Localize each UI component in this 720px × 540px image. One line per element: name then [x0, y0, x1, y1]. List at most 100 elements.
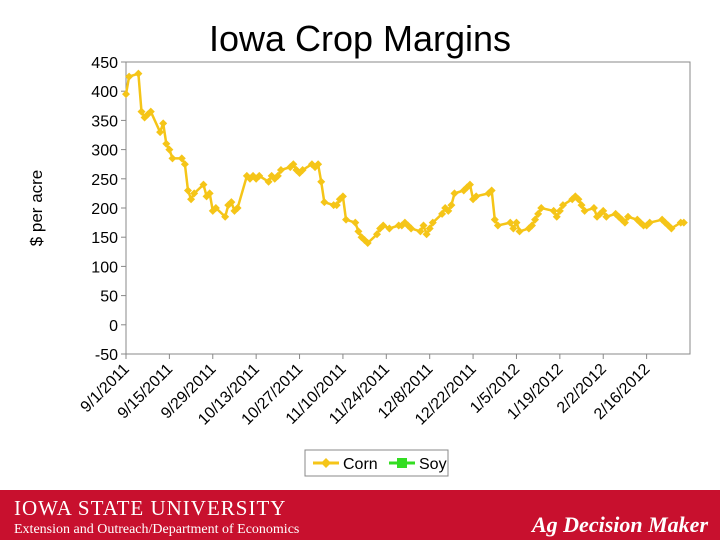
data-point — [438, 209, 447, 218]
data-point — [447, 201, 456, 210]
data-point — [168, 154, 177, 163]
data-point — [515, 227, 524, 236]
chart-series — [122, 69, 688, 248]
data-point — [512, 218, 521, 227]
data-point — [645, 218, 654, 227]
chart-legend: Corn Soy — [304, 449, 449, 477]
data-point — [419, 221, 428, 230]
department-name: Extension and Outreach/Department of Eco… — [14, 522, 300, 537]
data-point — [534, 209, 543, 218]
data-point — [558, 201, 567, 210]
data-point — [159, 119, 168, 128]
data-point — [255, 171, 264, 180]
data-point — [320, 198, 329, 207]
data-point — [205, 189, 214, 198]
data-point — [180, 160, 189, 169]
data-point — [298, 166, 307, 175]
y-tick-label: -50 — [95, 347, 118, 364]
university-name: IOWA STATE UNIVERSITY — [14, 496, 287, 520]
footer-banner: IOWA STATE UNIVERSITY Extension and Outr… — [0, 490, 720, 540]
y-tick-label: 0 — [109, 318, 118, 335]
data-point — [487, 186, 496, 195]
chart-axes: -500501001502002503003504004509/1/20119/… — [78, 55, 691, 429]
data-point — [493, 221, 502, 230]
data-point — [187, 195, 196, 204]
data-point — [183, 186, 192, 195]
data-point — [589, 204, 598, 212]
plot-area — [125, 61, 691, 355]
data-point — [332, 201, 341, 210]
data-point — [624, 212, 633, 221]
data-point — [506, 218, 515, 227]
data-point — [537, 204, 546, 212]
data-point — [273, 171, 282, 180]
data-point — [416, 227, 425, 236]
data-point — [338, 192, 347, 201]
chart-title: Iowa Crop Margins — [208, 18, 512, 59]
data-point — [354, 227, 363, 236]
brand-name: Ag Decision Maker — [532, 512, 708, 537]
data-point — [317, 177, 326, 186]
data-point — [227, 198, 236, 207]
data-point — [146, 107, 155, 116]
data-point — [351, 218, 360, 227]
data-point — [199, 180, 208, 189]
legend-marker — [397, 458, 407, 468]
data-point — [264, 177, 273, 186]
data-point — [314, 160, 323, 169]
line-chart: -500501001502002503003504004509/1/20119/… — [27, 55, 691, 477]
y-tick-label: 50 — [100, 289, 118, 306]
data-point — [552, 212, 561, 221]
y-tick-label: 350 — [91, 113, 118, 130]
data-point — [620, 218, 629, 227]
y-tick-label: 450 — [91, 55, 118, 72]
data-point — [156, 128, 165, 137]
data-point — [490, 215, 499, 224]
data-point — [555, 206, 564, 215]
data-point — [425, 224, 434, 233]
data-point — [211, 204, 220, 212]
data-point — [509, 224, 518, 233]
data-point — [162, 139, 171, 148]
data-point — [122, 90, 130, 99]
data-point — [422, 230, 431, 239]
data-point — [472, 192, 481, 201]
y-tick-label: 100 — [91, 259, 118, 276]
data-point — [289, 160, 298, 169]
data-point — [531, 215, 540, 224]
y-tick-label: 300 — [91, 143, 118, 160]
data-point — [444, 206, 453, 215]
data-point — [549, 206, 558, 215]
data-point — [602, 212, 611, 221]
data-point — [599, 206, 608, 215]
y-tick-label: 250 — [91, 172, 118, 189]
legend-marker — [321, 458, 331, 468]
data-point — [465, 180, 474, 189]
y-tick-label: 200 — [91, 201, 118, 218]
data-point — [190, 189, 199, 198]
y-axis-label: $ per acre — [27, 170, 46, 247]
data-point — [580, 206, 589, 215]
data-point — [428, 218, 437, 227]
y-tick-label: 150 — [91, 230, 118, 247]
data-point — [527, 221, 536, 230]
data-point — [125, 72, 134, 81]
data-point — [667, 224, 676, 233]
data-point — [134, 69, 143, 78]
data-point — [574, 195, 583, 204]
data-point — [137, 107, 146, 116]
data-point — [276, 166, 285, 175]
data-point — [577, 201, 586, 210]
data-point — [233, 204, 242, 212]
data-point — [221, 212, 230, 221]
data-point — [379, 221, 388, 230]
data-point — [177, 154, 186, 163]
legend-label: Soy — [419, 456, 447, 473]
y-tick-label: 400 — [91, 84, 118, 101]
data-point — [679, 218, 688, 227]
data-point — [342, 215, 351, 224]
legend-label: Corn — [343, 456, 378, 473]
data-point — [407, 224, 416, 233]
data-point — [373, 230, 382, 239]
data-point — [165, 145, 174, 154]
